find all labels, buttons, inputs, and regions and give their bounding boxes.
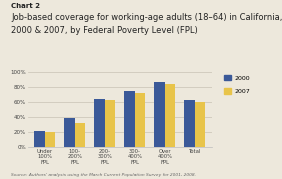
Bar [94, 99, 105, 147]
Bar [75, 124, 85, 147]
Bar [64, 118, 75, 147]
Bar [184, 100, 195, 147]
Bar [105, 100, 115, 147]
Bar [124, 91, 135, 147]
Bar [34, 131, 45, 147]
Bar [165, 84, 175, 147]
Text: Job-based coverage for working-age adults (18–64) in California,: Job-based coverage for working-age adult… [11, 13, 282, 22]
Text: Source: Authors' analysis using the March Current Population Survey for 2001, 20: Source: Authors' analysis using the Marc… [11, 173, 196, 177]
Bar [135, 93, 146, 147]
Bar [155, 82, 165, 147]
Legend: 2000, 2007: 2000, 2007 [224, 75, 250, 94]
Text: Chart 2: Chart 2 [11, 3, 40, 9]
Bar [45, 132, 55, 147]
Bar [195, 102, 206, 147]
Text: 2000 & 2007, by Federal Poverty Level (FPL): 2000 & 2007, by Federal Poverty Level (F… [11, 26, 198, 35]
